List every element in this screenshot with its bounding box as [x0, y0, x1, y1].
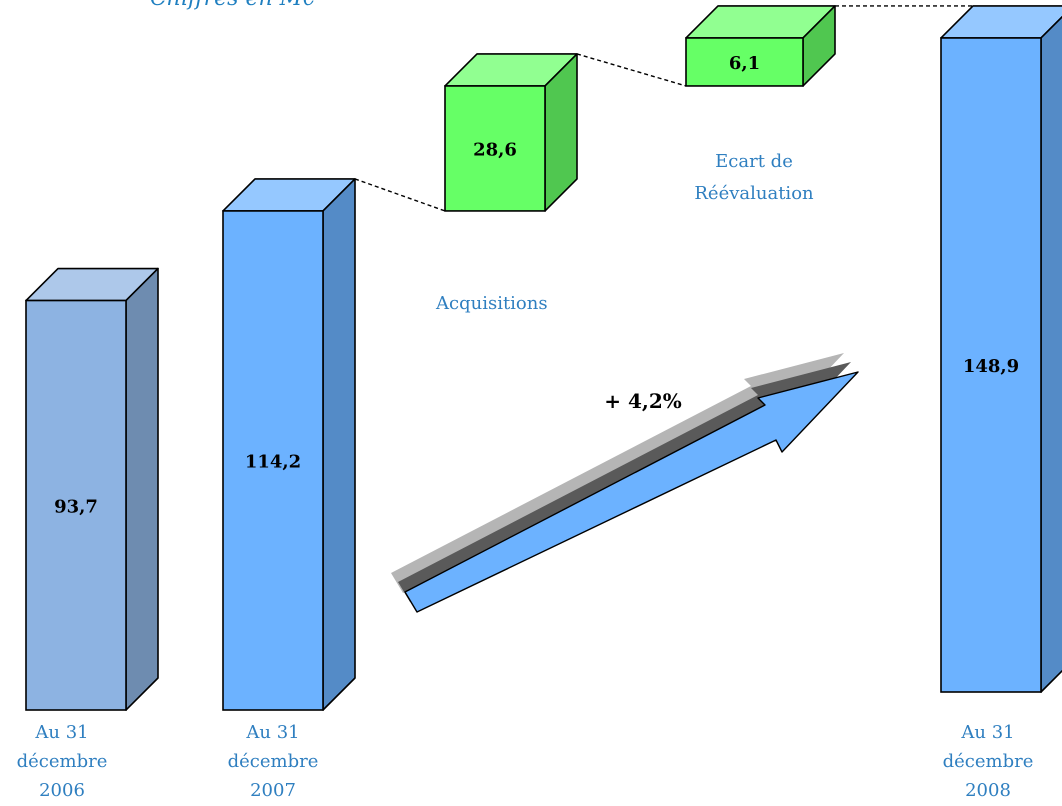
reevaluation-label: Ecart de Réévaluation — [680, 146, 828, 210]
category-label-2006-line2: décembre — [16, 751, 108, 772]
step-reevaluation-front-face — [685, 37, 804, 87]
category-label-2008-line1: Au 31 — [961, 722, 1015, 743]
category-label-2007: Au 31 décembre 2007 — [203, 718, 343, 805]
category-label-2007-line2: décembre — [227, 751, 319, 772]
bar-2008-top-face — [940, 5, 1062, 39]
growth-arrow — [404, 371, 859, 613]
bar-2007-side-face — [322, 178, 356, 711]
bar-2006-value-label: 93,7 — [54, 496, 98, 517]
bar-2007-value-label: 114,2 — [245, 451, 301, 472]
reevaluation-label-line2: Réévaluation — [694, 183, 814, 204]
category-label-2007-line3: 2007 — [250, 780, 296, 801]
category-label-2008: Au 31 décembre 2008 — [918, 718, 1058, 805]
connector-2007-acquisitions — [354, 178, 446, 212]
step-acquisitions-front-face — [444, 85, 546, 212]
bar-2008-side-face — [1040, 15, 1062, 693]
chart-subtitle: Chiffres en M€ — [150, 0, 316, 11]
acquisitions-label-text: Acquisitions — [436, 293, 548, 314]
connector-acquisitions-reevaluation — [576, 53, 687, 87]
category-label-2006-line3: 2006 — [39, 780, 85, 801]
step-acquisitions-value-label: 28,6 — [473, 139, 517, 160]
category-label-2008-line3: 2008 — [965, 780, 1011, 801]
category-label-2006-line1: Au 31 — [35, 722, 89, 743]
reevaluation-label-line1: Ecart de — [715, 151, 793, 172]
category-label-2008-line2: décembre — [942, 751, 1034, 772]
step-reevaluation-value-label: 6,1 — [729, 53, 760, 74]
bar-2006-side-face — [125, 267, 159, 711]
bar-2008-value-label: 148,9 — [963, 356, 1019, 377]
category-label-2007-line1: Au 31 — [246, 722, 300, 743]
bar-2007-front-face — [222, 210, 324, 711]
bar-2008-front-face — [940, 37, 1042, 693]
acquisitions-label: Acquisitions — [436, 288, 548, 320]
category-label-2006: Au 31 décembre 2006 — [0, 718, 132, 805]
growth-label: + 4,2% — [604, 389, 682, 413]
bar-2006-front-face — [25, 299, 127, 711]
